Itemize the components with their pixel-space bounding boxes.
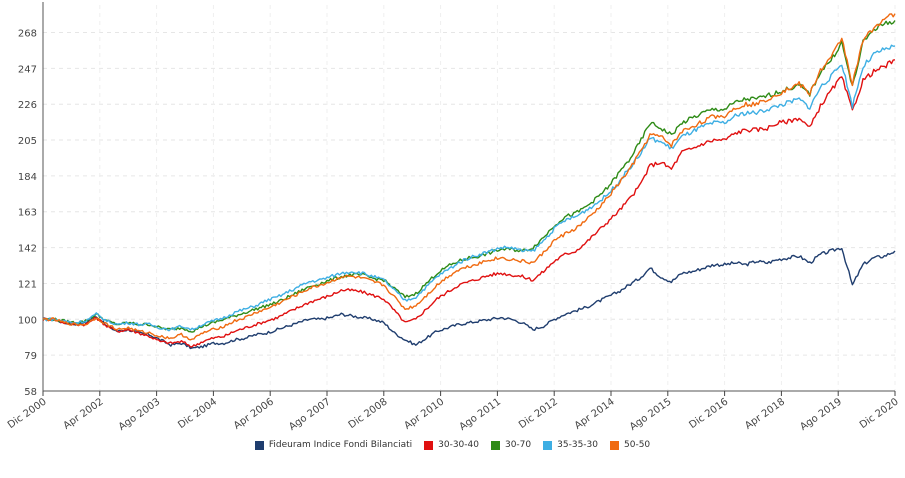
legend-label: 35-35-30 — [557, 440, 598, 450]
legend-item[interactable]: 35-35-30 — [543, 440, 598, 450]
series-line-4 — [42, 44, 896, 332]
x-tick-label: Dic 2012 — [517, 396, 560, 431]
y-tick-label: 163 — [18, 208, 37, 219]
x-tick-label: Apr 2006 — [232, 396, 276, 431]
x-tick-label: Ago 2015 — [628, 396, 674, 433]
y-tick-label: 100 — [18, 315, 37, 326]
x-tick-label: Apr 2002 — [62, 396, 106, 431]
legend-swatch — [610, 440, 619, 450]
grid-lines — [42, 5, 896, 392]
x-tick-label: Apr 2010 — [402, 396, 446, 431]
x-tick-label: Dic 2008 — [347, 396, 390, 431]
legend-swatch — [543, 440, 553, 450]
y-axis-ticks: 58 79 100 121 142 163 184 205 226 247 268 — [18, 28, 37, 398]
y-tick-label: 247 — [18, 64, 37, 75]
x-tick-label: Dic 2000 — [6, 396, 49, 431]
x-axis-ticks: Dic 2000 Apr 2002 Ago 2003 Dic 2004 Apr 2006… — [6, 391, 901, 433]
y-tick-label: 58 — [24, 387, 37, 398]
x-tick-label: Apr 2018 — [743, 396, 787, 431]
x-tick-label: Ago 2019 — [798, 396, 844, 433]
y-tick-label: 268 — [18, 28, 37, 39]
legend-swatch — [424, 440, 434, 450]
y-tick-label: 226 — [18, 100, 37, 111]
x-tick-label: Dic 2004 — [176, 396, 219, 431]
y-tick-label: 205 — [18, 136, 37, 147]
series-line-5 — [42, 13, 896, 341]
x-tick-label: Ago 2003 — [117, 396, 163, 433]
legend-swatch — [490, 440, 500, 450]
x-tick-label: Apr 2014 — [573, 396, 617, 431]
legend-item[interactable]: Fideuram Indice Fondi Bilanciati — [254, 440, 413, 450]
axes — [42, 2, 895, 392]
x-tick-label: Dic 2020 — [858, 396, 901, 431]
series-line-1 — [42, 247, 896, 350]
y-tick-label: 184 — [18, 172, 37, 183]
legend-label: 30-70 — [504, 440, 532, 450]
legend-label: 50-50 — [624, 440, 651, 450]
legend-label: 30-30-40 — [438, 440, 479, 450]
series-lines — [42, 13, 896, 350]
legend-item[interactable]: 30-30-40 — [424, 440, 479, 450]
series-line-3 — [42, 20, 896, 333]
y-tick-label: 79 — [24, 351, 37, 362]
x-tick-label: Ago 2011 — [458, 396, 504, 433]
y-tick-label: 121 — [18, 279, 37, 290]
legend-item[interactable]: 30-70 — [490, 440, 532, 450]
legend-label: Fideuram Indice Fondi Bilanciati — [268, 440, 413, 450]
x-tick-label: Ago 2007 — [287, 396, 333, 433]
series-line-2 — [42, 59, 896, 348]
y-tick-label: 142 — [18, 244, 37, 255]
legend-item[interactable]: 50-50 — [610, 440, 650, 450]
x-tick-label: Dic 2016 — [687, 396, 730, 431]
chart-legend: Fideuram Indice Fondi Bilanciati 30-30-40… — [0, 440, 905, 450]
legend-swatch — [254, 440, 264, 450]
